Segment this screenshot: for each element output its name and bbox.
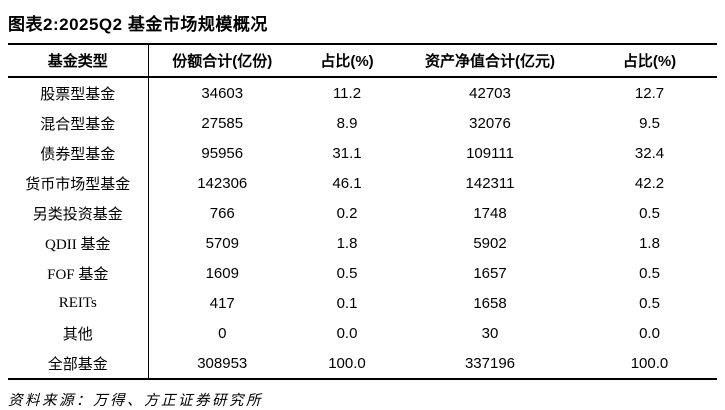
column-header-fund-type: 基金类型 — [8, 44, 149, 78]
table-row: QDII 基金 5709 1.8 5902 1.8 — [8, 228, 717, 258]
nav-total-cell: 42703 — [469, 84, 511, 102]
nav-total-cell: 109111 — [466, 144, 514, 162]
fund-type-cell: 债券型基金 — [8, 138, 149, 168]
column-header-share-pct: 占比(%) — [296, 44, 398, 78]
share-total-cell: 308953 — [197, 354, 248, 372]
table-row: 另类投资基金 766 0.2 1748 0.5 — [8, 198, 717, 228]
share-total-cell: 5709 — [205, 234, 239, 252]
share-pct-cell: 0.0 — [336, 324, 358, 342]
share-total-cell: 0 — [218, 324, 227, 342]
share-total-cell: 34603 — [201, 84, 244, 102]
nav-total-cell: 5902 — [473, 234, 507, 252]
column-header-nav-pct: 占比(%) — [582, 44, 717, 78]
nav-pct-cell: 9.5 — [639, 114, 660, 132]
nav-total-cell: 1658 — [473, 294, 507, 312]
share-pct-cell: 0.1 — [336, 294, 358, 312]
table-row: 混合型基金 27585 8.9 32076 9.5 — [8, 108, 717, 138]
column-header-nav-total: 资产净值合计(亿元) — [398, 44, 582, 78]
nav-pct-cell: 0.5 — [639, 264, 660, 282]
share-total-cell: 142306 — [197, 174, 248, 192]
figure-title: 图表2:2025Q2 基金市场规模概况 — [8, 15, 268, 34]
nav-total-cell: 1748 — [473, 204, 507, 222]
share-total-cell: 417 — [209, 294, 235, 312]
share-pct-cell: 8.9 — [336, 114, 358, 132]
fund-type-cell: 其他 — [8, 318, 149, 348]
table-row: REITs 417 0.1 1658 0.5 — [8, 288, 717, 318]
table-body: 股票型基金 34603 11.2 42703 12.7 混合型基金 27585 … — [8, 77, 717, 379]
fund-type-cell: 股票型基金 — [8, 77, 149, 108]
nav-pct-cell: 12.7 — [634, 84, 665, 102]
nav-total-cell: 30 — [481, 324, 499, 342]
share-pct-cell: 100.0 — [328, 354, 366, 372]
column-header-share-total: 份额合计(亿份) — [148, 44, 296, 78]
nav-pct-cell: 32.4 — [634, 144, 665, 162]
table-row: FOF 基金 1609 0.5 1657 0.5 — [8, 258, 717, 288]
nav-total-cell: 1657 — [473, 264, 507, 282]
nav-pct-cell: 1.8 — [639, 234, 660, 252]
nav-pct-cell: 0.0 — [639, 324, 660, 342]
source-note: 资料来源：万得、方正证券研究所 — [8, 393, 263, 409]
fund-type-cell: 另类投资基金 — [8, 198, 149, 228]
share-total-cell: 27585 — [201, 114, 244, 132]
share-pct-cell: 0.2 — [336, 204, 358, 222]
share-pct-cell: 1.8 — [336, 234, 358, 252]
share-total-cell: 1609 — [205, 264, 239, 282]
share-pct-cell: 0.5 — [336, 264, 358, 282]
share-pct-cell: 11.2 — [332, 84, 362, 102]
fund-type-cell: 混合型基金 — [8, 108, 149, 138]
fund-type-cell: REITs — [8, 288, 149, 318]
table-row: 货币市场型基金 142306 46.1 142311 42.2 — [8, 168, 717, 198]
fund-type-cell: 货币市场型基金 — [8, 168, 149, 198]
fund-market-table: 基金类型 份额合计(亿份) 占比(%) 资产净值合计(亿元) 占比(%) 股票型… — [8, 43, 717, 380]
nav-pct-cell: 100.0 — [630, 354, 669, 372]
share-pct-cell: 31.1 — [332, 144, 362, 162]
share-total-cell: 95956 — [201, 144, 244, 162]
nav-total-cell: 337196 — [464, 354, 516, 372]
nav-pct-cell: 42.2 — [634, 174, 665, 192]
fund-type-cell: 全部基金 — [8, 348, 149, 379]
table-row: 股票型基金 34603 11.2 42703 12.7 — [8, 77, 717, 108]
header-row: 基金类型 份额合计(亿份) 占比(%) 资产净值合计(亿元) 占比(%) — [8, 44, 717, 78]
nav-pct-cell: 0.5 — [639, 294, 660, 312]
fund-type-cell: QDII 基金 — [8, 228, 149, 258]
nav-pct-cell: 0.5 — [639, 204, 660, 222]
fund-type-cell: FOF 基金 — [8, 258, 149, 288]
nav-total-cell: 142311 — [465, 174, 515, 192]
table-row: 其他 0 0.0 30 0.0 — [8, 318, 717, 348]
table-header: 基金类型 份额合计(亿份) 占比(%) 资产净值合计(亿元) 占比(%) — [8, 44, 717, 78]
share-pct-cell: 46.1 — [332, 174, 362, 192]
table-row: 债券型基金 95956 31.1 109111 32.4 — [8, 138, 717, 168]
table-row-total: 全部基金 308953 100.0 337196 100.0 — [8, 348, 717, 379]
nav-total-cell: 32076 — [469, 114, 511, 132]
share-total-cell: 766 — [209, 204, 235, 222]
